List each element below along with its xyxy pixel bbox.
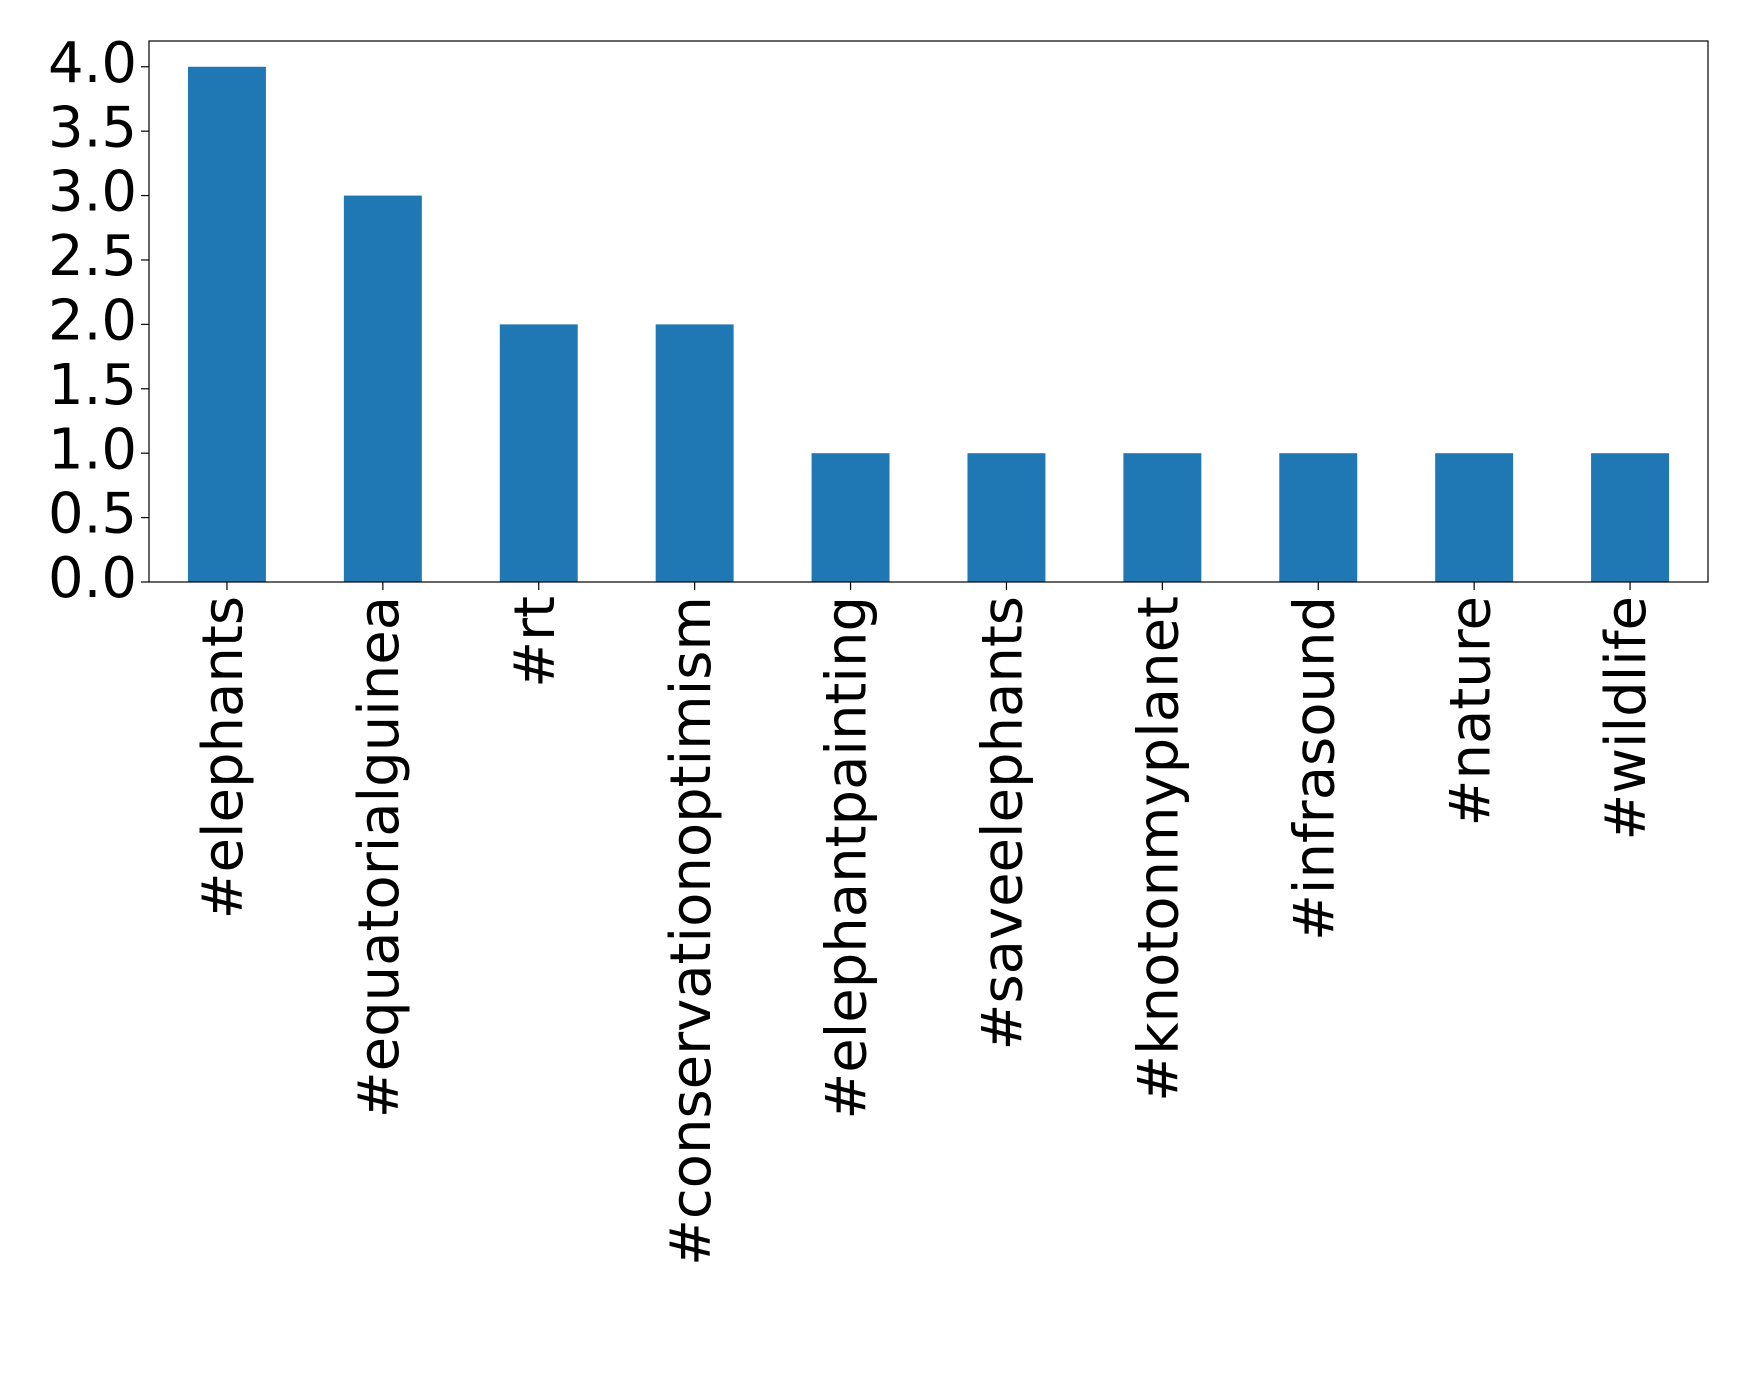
y-tick-label: 2.0	[48, 289, 137, 354]
x-tick-label: #nature	[1438, 596, 1503, 826]
y-tick-label: 0.5	[48, 482, 137, 547]
bar	[187, 66, 266, 582]
x-tick-label: #infrasound	[1282, 596, 1347, 941]
bar	[1123, 453, 1202, 582]
y-tick-label: 4.0	[48, 31, 137, 96]
y-tick-label: 1.5	[48, 353, 137, 418]
bar	[499, 324, 578, 582]
plot-frame	[148, 40, 1709, 583]
y-tick-label: 2.5	[48, 224, 137, 289]
x-tick-label: #saveelephants	[971, 596, 1036, 1050]
bar	[1279, 453, 1358, 582]
y-tick-label: 1.0	[48, 417, 137, 482]
bar	[811, 453, 890, 582]
x-tick-label: #elephants	[191, 596, 256, 919]
bar	[1435, 453, 1514, 582]
x-tick-label: #elephantpainting	[815, 596, 880, 1120]
bar	[655, 324, 734, 582]
bar	[1591, 453, 1670, 582]
x-tick-label: #rt	[503, 596, 568, 688]
x-tick-label: #knotonmyplanet	[1126, 596, 1191, 1102]
x-tick-label: #conservationoptimism	[659, 596, 724, 1266]
y-tick-label: 3.0	[48, 160, 137, 225]
y-tick-label: 3.5	[48, 95, 137, 160]
bar	[343, 195, 422, 583]
x-tick-label: #wildlife	[1594, 596, 1659, 841]
y-tick-label: 0.0	[48, 546, 137, 611]
bar	[967, 453, 1046, 582]
x-tick-label: #equatorialguinea	[347, 596, 412, 1118]
